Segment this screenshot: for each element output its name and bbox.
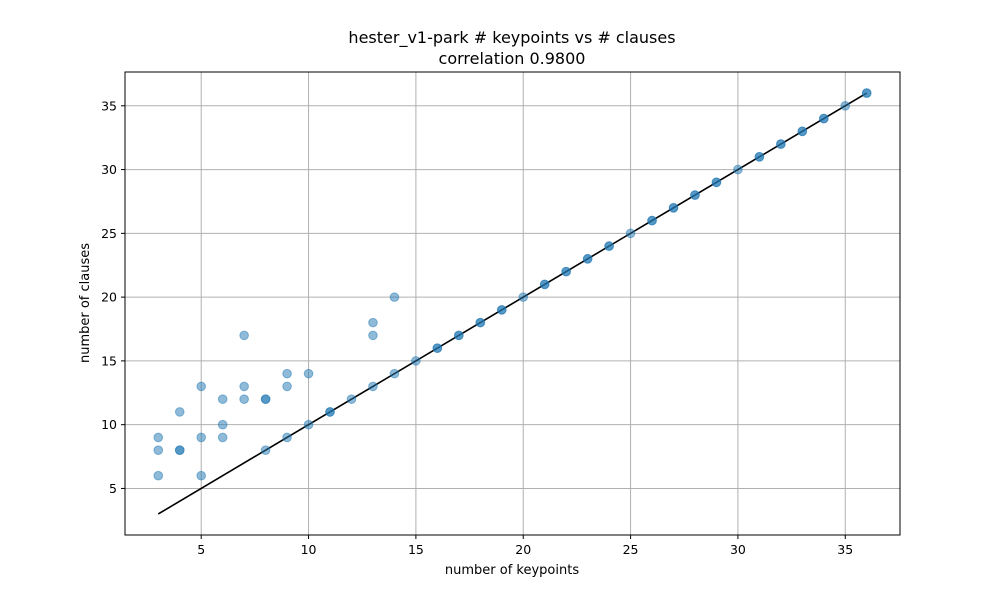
data-point [282,432,292,443]
data-point [539,279,550,290]
data-point [647,215,657,226]
x-tick-label: 35 [837,542,853,557]
fit-line [157,92,868,515]
y-tick-label: 20 [101,290,117,305]
data-point [389,368,400,379]
data-point [582,254,593,264]
data-point [368,317,378,328]
data-point [325,407,335,417]
data-point [389,292,400,302]
data-point [733,164,743,175]
data-point [604,241,614,251]
y-tick-label: 35 [101,98,117,113]
data-point [668,203,679,213]
data-point [239,394,249,404]
x-tick-label: 20 [515,542,531,557]
x-tick-label: 10 [301,542,317,557]
x-tick-label: 15 [408,542,424,557]
y-tick-label: 10 [101,417,117,432]
data-point [368,381,378,392]
fit-line-layer [157,92,868,515]
data-point [776,139,786,149]
y-tick-label: 5 [109,481,117,496]
data-point [690,190,700,200]
data-point [282,381,292,392]
data-point [217,394,228,404]
data-point [346,394,357,404]
data-point [153,445,164,455]
y-tick-label: 25 [101,226,117,241]
x-axis-label: number of keypoints [445,563,579,578]
data-point [174,445,185,455]
scatter-points [153,88,872,481]
data-point [840,101,851,111]
data-point [432,343,443,353]
y-tick-label: 15 [101,353,117,368]
data-point [260,445,271,455]
plot-frame [124,71,901,536]
data-point [303,368,314,379]
data-point [496,305,507,315]
data-point [196,432,207,443]
data-point [217,432,228,443]
data-point [239,381,249,392]
data-point [303,419,314,430]
data-point [174,407,185,417]
data-point [754,152,765,162]
data-point [217,419,228,430]
y-tick-label: 30 [101,162,117,177]
data-point [818,113,829,124]
data-point [561,266,571,277]
x-tick-label: 5 [197,542,205,557]
data-point [153,470,164,481]
data-point [282,368,292,379]
data-point [196,381,207,392]
data-point [861,88,872,98]
data-point [625,228,636,239]
data-point [475,317,486,328]
data-point [797,126,808,137]
y-axis-label: number of clauses [78,243,93,363]
data-point [368,330,378,341]
data-point [711,177,722,188]
chart-title: hester_v1-park # keypoints vs # clauses [348,28,675,48]
x-tick-label: 30 [730,542,746,557]
data-point [454,330,464,341]
data-point [153,432,164,443]
x-tick-label: 25 [623,542,639,557]
data-point [239,330,249,341]
data-point [518,292,529,302]
chart-subtitle: correlation 0.9800 [439,49,586,68]
data-point [411,356,421,366]
axis-ticks: 5 10 15 20 25 30 35 5 10 15 20 25 30 35 [101,98,853,557]
data-point [260,394,271,404]
grid [125,72,900,535]
data-point [196,470,207,481]
